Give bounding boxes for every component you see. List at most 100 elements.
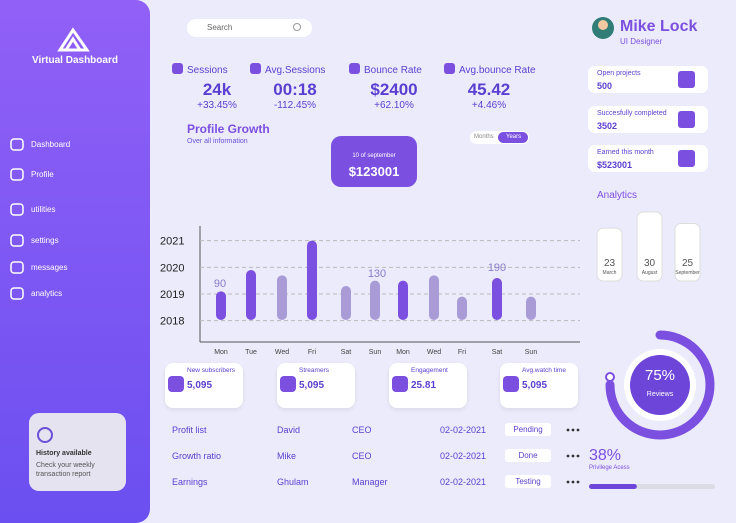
donut-value: 75% <box>645 367 675 384</box>
analytics-label: March <box>603 270 617 276</box>
stat-value: 00:18 <box>273 80 317 99</box>
nav-icon <box>10 234 24 247</box>
arrow-button[interactable] <box>678 111 695 128</box>
x-tick-label: Mon <box>214 349 228 356</box>
analytics-title: Analytics <box>597 190 638 201</box>
stat-icon <box>250 63 261 74</box>
bar <box>429 275 439 320</box>
more-dot <box>566 428 570 432</box>
nav-icon <box>10 203 24 216</box>
summary-value: $523001 <box>597 160 633 170</box>
nav-item[interactable]: analytics <box>31 289 63 298</box>
metric-value: 5,095 <box>299 380 325 391</box>
arrow-button[interactable] <box>678 150 695 167</box>
x-tick-label: Tue <box>245 349 257 356</box>
y-tick-label: 2018 <box>160 316 184 328</box>
x-tick-label: Fri <box>308 349 317 356</box>
metric-title: Streamers <box>299 367 329 374</box>
search-icon <box>293 23 301 31</box>
x-tick-label: Sun <box>369 349 382 356</box>
y-tick-label: 2020 <box>160 262 184 274</box>
bar <box>457 296 467 320</box>
progress-fill <box>589 484 637 489</box>
donut-arc <box>605 330 715 440</box>
table-cell: David <box>277 425 301 435</box>
tooltip-value: $123001 <box>348 164 400 179</box>
nav-item[interactable]: Dashboard <box>31 140 71 149</box>
toggle-option[interactable]: Months <box>474 134 494 140</box>
x-tick-label: Sun <box>525 349 538 356</box>
section-title: Profile Growth <box>187 122 270 136</box>
nav-item[interactable]: Profile <box>31 170 54 179</box>
summary-label: Succesfully completed <box>597 110 667 117</box>
metric-icon <box>392 376 408 392</box>
metric-value: 25.81 <box>411 380 437 391</box>
stat-label: Bounce Rate <box>364 65 422 76</box>
annotation: 190 <box>488 262 506 274</box>
profile-role: UI Designer <box>620 37 663 46</box>
sidebar-bg <box>0 0 150 523</box>
summary-label: Earned this month <box>597 149 654 156</box>
analytics-bar <box>636 211 663 282</box>
summary-value: 500 <box>597 81 613 91</box>
annotation: 130 <box>368 268 386 280</box>
analytics-bar <box>596 227 623 282</box>
more-dot <box>571 428 575 432</box>
x-tick-label: Sat <box>341 349 352 356</box>
history-title: History available <box>36 450 92 457</box>
tooltip-date: 10 of september <box>352 153 396 159</box>
stat-value: 24k <box>202 80 232 99</box>
nav-item[interactable]: utilities <box>31 205 56 214</box>
metric-title: Avg.watch time <box>522 367 566 374</box>
nav-icon <box>10 138 24 151</box>
stat-icon <box>444 63 455 74</box>
more-dot <box>566 454 570 458</box>
x-tick-label: Sat <box>492 349 503 356</box>
more-dot <box>576 454 580 458</box>
summary-value: 3502 <box>597 121 618 131</box>
nav-item[interactable]: settings <box>31 236 59 245</box>
toggle-active <box>498 132 528 143</box>
metric-icon <box>280 376 296 392</box>
annotation: 90 <box>214 278 226 290</box>
metric-icon <box>503 376 519 392</box>
privilege-value: 38% <box>589 447 622 464</box>
more-dot <box>576 428 580 432</box>
metric-icon <box>168 376 184 392</box>
analytics-value: 25 <box>682 258 694 269</box>
stat-value: 45.42 <box>467 80 511 99</box>
donut-knob <box>605 372 615 382</box>
avatar-face <box>598 20 608 30</box>
toggle-option[interactable]: Years <box>506 134 522 140</box>
privilege-label: Privilege Acess <box>589 465 630 471</box>
search-box[interactable] <box>187 19 312 37</box>
analytics-label: August <box>642 270 658 276</box>
bar <box>398 280 408 320</box>
stat-icon <box>172 63 183 74</box>
y-tick-label: 2021 <box>160 236 184 248</box>
nav-icon <box>10 168 24 181</box>
bar <box>216 291 226 320</box>
bar <box>246 270 256 320</box>
search-placeholder[interactable]: Search <box>207 23 233 32</box>
stat-change: +4.46% <box>471 100 507 111</box>
history-text: Check your weekly transaction report <box>36 462 95 478</box>
x-tick-label: Mon <box>396 349 410 356</box>
metric-value: 5,095 <box>187 380 213 391</box>
status-pill: Testing <box>505 475 551 488</box>
table-cell: 02-02-2021 <box>440 477 487 487</box>
table-cell: 02-02-2021 <box>440 451 487 461</box>
bar <box>341 286 351 320</box>
brand: Virtual Dashboard <box>32 55 118 66</box>
table-cell: Manager <box>352 477 388 487</box>
analytics-value: 30 <box>644 258 656 269</box>
stat-change: -112.45% <box>273 100 317 111</box>
table-cell: Ghulam <box>277 477 309 487</box>
nav-item[interactable]: messages <box>31 263 68 272</box>
stat-label: Avg.bounce Rate <box>459 65 536 76</box>
y-tick-label: 2019 <box>160 289 184 301</box>
more-dot <box>571 454 575 458</box>
arrow-button[interactable] <box>678 71 695 88</box>
metric-value: 5,095 <box>522 380 548 391</box>
